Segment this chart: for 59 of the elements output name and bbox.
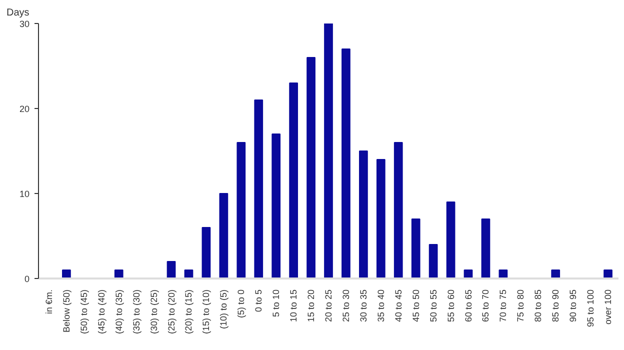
bar	[306, 57, 316, 278]
bar	[428, 244, 438, 278]
bar	[411, 218, 420, 278]
x-tick-label: 80 to 85	[533, 289, 544, 322]
x-tick-label: 85 to 90	[550, 289, 561, 322]
y-axis-title: Days	[6, 8, 30, 18]
x-tick-label: 35 to 40	[376, 289, 386, 322]
bar	[446, 202, 456, 278]
x-tick-label: over 100	[603, 289, 614, 325]
bar	[394, 142, 403, 278]
x-tick-label: (50) to (45)	[78, 289, 89, 334]
x-tick-label: 25 to 30	[340, 289, 351, 322]
x-tick-label: (5) to 0	[236, 289, 246, 318]
bar	[481, 218, 490, 278]
bar	[324, 24, 333, 278]
x-tick-label: 5 to 10	[271, 289, 282, 318]
x-tick-label: 20 to 25	[324, 289, 334, 322]
x-tick-label: 15 to 20	[306, 289, 316, 322]
x-tick-label: (30) to (25)	[148, 289, 159, 334]
x-tick-label: (20) to (15)	[184, 289, 194, 334]
x-tick-label: 90 to 95	[568, 289, 578, 322]
x-tick-label: 75 to 80	[516, 289, 526, 322]
y-tick-label: 20	[19, 104, 30, 114]
bar	[342, 48, 350, 278]
x-tick-label: (10) to (5)	[218, 289, 229, 330]
x-tick-label: 40 to 45	[393, 289, 404, 322]
x-tick-label: (15) to (10)	[201, 289, 212, 334]
bar	[551, 270, 560, 278]
x-tick-label: (25) to (20)	[166, 289, 176, 334]
x-tick-label: 50 to 55	[428, 289, 438, 322]
x-tick-label: 70 to 75	[498, 289, 508, 322]
x-tick-label: (35) to (30)	[131, 289, 142, 334]
x-tick-label: Below (50)	[61, 289, 72, 333]
x-tick-label: 30 to 35	[358, 289, 368, 322]
x-tick-label: 60 to 65	[463, 289, 474, 322]
bar	[604, 270, 612, 278]
x-tick-label: (45) to (40)	[96, 289, 106, 334]
x-tick-label: 0 to 5	[254, 289, 264, 312]
bar	[359, 150, 368, 278]
x-tick-label: 55 to 60	[446, 289, 456, 322]
bar	[289, 82, 298, 278]
bar	[272, 134, 281, 278]
x-tick-label: 65 to 70	[480, 289, 491, 322]
bar	[254, 100, 264, 278]
bar	[219, 193, 228, 278]
bar	[62, 270, 71, 278]
y-tick-label: 10	[19, 189, 30, 199]
y-tick-label: 30	[19, 19, 30, 29]
bar	[376, 159, 386, 278]
bar	[202, 227, 211, 278]
y-tick-label: 0	[24, 274, 30, 284]
x-tick-label: (40) to (35)	[114, 289, 124, 334]
x-tick-label: 45 to 50	[410, 289, 421, 322]
bar	[114, 270, 124, 278]
x-tick-label: 95 to 100	[586, 289, 596, 328]
text: in €m.	[44, 289, 54, 314]
bar	[236, 142, 246, 278]
bar	[166, 261, 176, 278]
x-tick-label: 10 to 15	[288, 289, 299, 322]
